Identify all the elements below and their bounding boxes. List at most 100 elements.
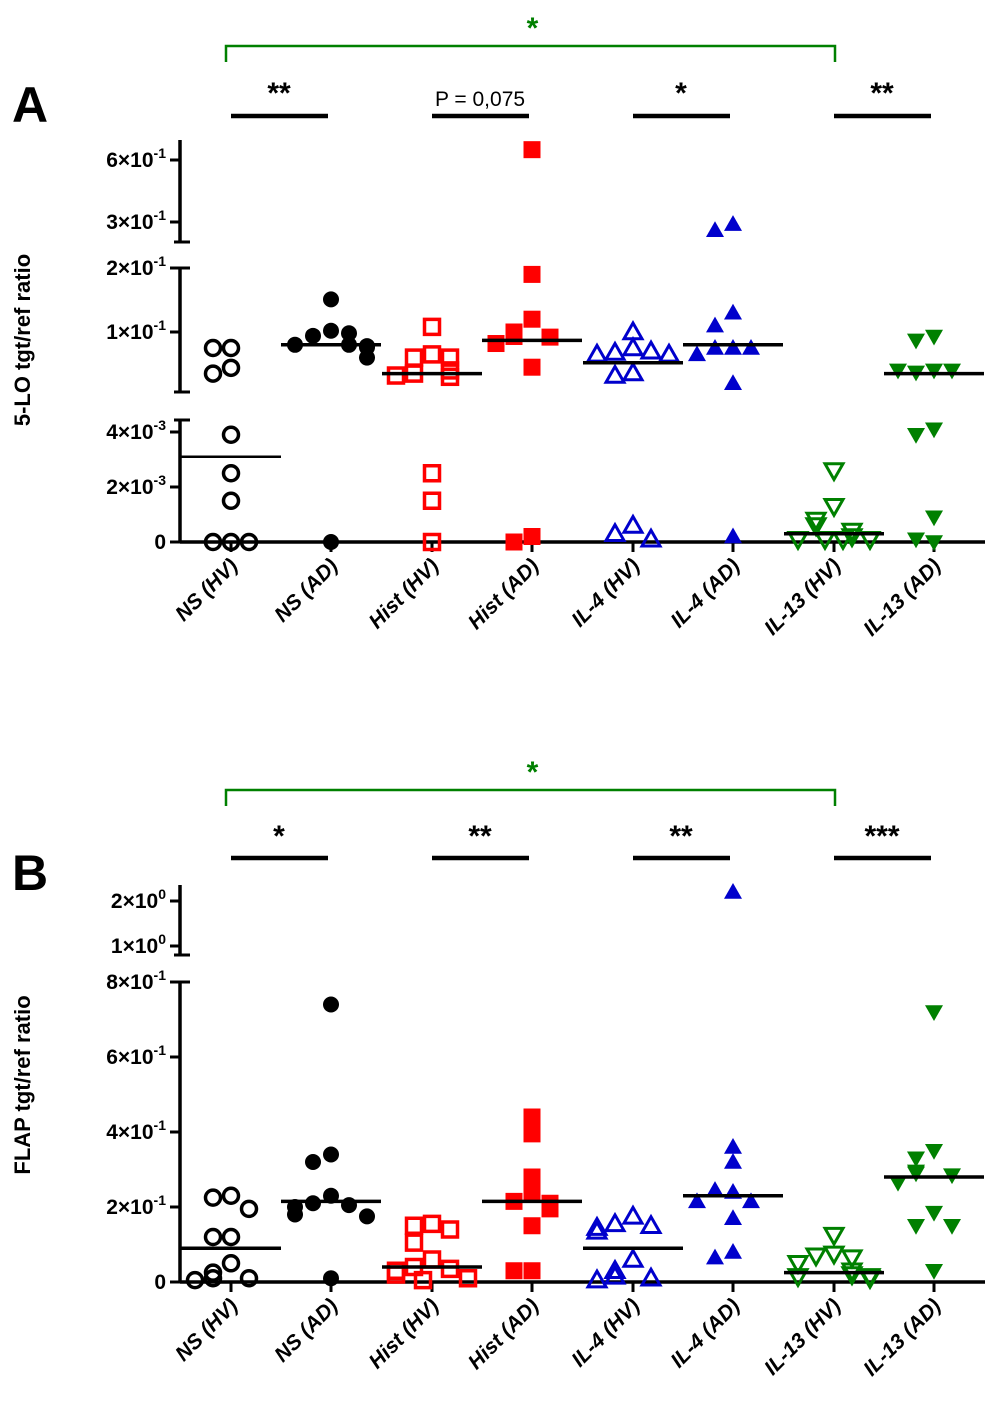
data-point [603,340,627,361]
data-point [706,1248,724,1265]
data-point [523,1108,541,1126]
data-point [305,1154,321,1170]
data-point [323,1270,339,1287]
data-point [907,1219,925,1235]
x-tick-label: IL-4 (AD) [666,1294,744,1372]
data-point [742,1192,760,1209]
series-il-4-ad [683,215,783,544]
data-point [440,1259,460,1279]
x-tick-label: Hist (AD) [464,554,544,634]
data-point [404,348,424,367]
data-point [706,339,724,355]
data-point [422,1214,442,1234]
data-point [639,1266,663,1287]
data-point [523,358,541,376]
y-tick-label: 2×10-1 [106,1192,166,1219]
y-tick-label: 4×10-3 [106,417,166,444]
series-hist-hv [382,317,482,552]
data-point [323,322,339,339]
data-point [239,1269,259,1288]
data-point [603,1264,627,1285]
significance-label: *** [864,820,899,853]
data-point [585,1268,609,1289]
data-point [323,1146,339,1163]
panel-label: B [12,845,48,901]
data-point [804,511,828,533]
significance-label: ** [468,820,492,853]
data-point [221,1186,241,1205]
data-point [541,1200,559,1218]
data-point [603,521,627,542]
data-point [523,1168,541,1186]
x-tick-label: IL-13 (HV) [760,554,846,640]
y-tick-label: 3×10-1 [106,207,166,234]
data-point [203,1227,223,1247]
y-axis-label: 5-LO tgt/ref ratio [10,254,35,426]
series-il-4-hv [583,1204,683,1289]
data-point [925,535,943,551]
y-tick-label: 6×10-1 [106,1042,166,1069]
data-point [724,883,742,899]
data-point [287,1206,303,1223]
series-ns-hv [181,1186,281,1290]
data-point [203,532,223,552]
data-point [889,363,907,380]
data-point [185,1270,205,1290]
significance-label: ** [669,820,693,853]
significance-label: ** [870,77,894,110]
data-point [925,1264,943,1280]
data-point [822,462,846,483]
data-point [822,1245,846,1266]
data-point [203,338,223,358]
data-point [221,1254,241,1273]
significance-label: * [527,756,539,789]
data-point [925,1144,943,1160]
data-point [221,1227,241,1247]
data-point [925,422,943,439]
data-point [440,1220,460,1239]
data-point [724,1138,742,1154]
x-tick-label: IL-13 (HV) [760,1294,846,1380]
data-point [221,491,241,510]
data-point [305,327,321,344]
data-point [840,1266,864,1287]
data-point [621,335,645,357]
data-point [724,215,742,231]
data-point [523,1125,541,1143]
y-tick-label: 2×10-3 [106,472,166,499]
x-tick-label: Hist (AD) [464,1294,544,1374]
significance-bracket [224,44,837,62]
data-point [505,533,523,551]
data-point [943,363,961,380]
data-point [523,265,541,283]
panel-a: A 5-LO tgt/ref ratio 0 2×10-3 4×10-3 1×10-1 2×… [10,12,985,641]
data-point [422,345,442,364]
y-tick-label: 8×10-1 [106,967,166,994]
x-tick-label: IL-4 (HV) [567,1294,644,1371]
y-tick-label: 4×10-1 [106,1117,166,1144]
panel-b: B FLAP tgt/ref ratio 0 2×10-1 4×10-1 6×10-1 8×… [10,756,985,1381]
data-point [621,1204,645,1225]
data-point [822,1226,846,1248]
data-point [925,363,943,380]
data-point [943,1219,961,1235]
data-point [487,335,505,353]
data-point [639,1213,663,1234]
series-il-4-hv [583,319,683,548]
x-tick-label: NS (AD) [270,554,342,626]
x-tick-label: Hist (HV) [365,1294,444,1373]
data-point [203,1263,223,1282]
data-point [840,1249,864,1270]
y-tick-label: 0 [154,531,166,554]
x-tick-label: NS (AD) [270,1294,342,1366]
data-point [386,366,406,385]
y-tick-label: 2×10-1 [106,253,166,280]
data-point [359,349,375,366]
data-point [907,532,925,549]
data-point [724,339,742,355]
data-point [742,339,760,355]
series-il-13-hv [784,462,884,552]
data-point [925,510,943,527]
data-point [404,1216,424,1235]
